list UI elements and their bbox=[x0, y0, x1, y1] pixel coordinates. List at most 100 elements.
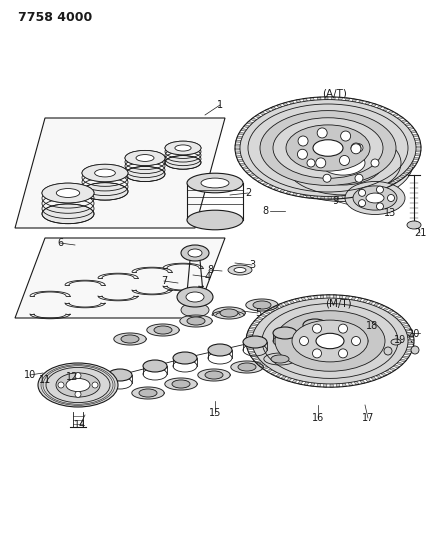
Ellipse shape bbox=[125, 150, 165, 166]
Polygon shape bbox=[238, 159, 243, 162]
Text: 2: 2 bbox=[245, 188, 251, 198]
Polygon shape bbox=[376, 375, 382, 378]
Polygon shape bbox=[330, 384, 333, 387]
Polygon shape bbox=[265, 109, 271, 112]
Text: (A/T): (A/T) bbox=[323, 88, 348, 98]
Polygon shape bbox=[292, 193, 297, 196]
Polygon shape bbox=[321, 196, 324, 199]
Polygon shape bbox=[231, 361, 263, 373]
Polygon shape bbox=[244, 125, 250, 128]
Polygon shape bbox=[317, 97, 321, 100]
Polygon shape bbox=[378, 305, 384, 309]
Circle shape bbox=[298, 136, 308, 146]
Polygon shape bbox=[235, 152, 241, 154]
Polygon shape bbox=[304, 382, 309, 385]
Polygon shape bbox=[373, 303, 379, 306]
Polygon shape bbox=[371, 103, 377, 107]
Polygon shape bbox=[363, 299, 368, 303]
Polygon shape bbox=[268, 308, 275, 312]
Circle shape bbox=[371, 159, 379, 167]
Ellipse shape bbox=[238, 363, 256, 371]
Polygon shape bbox=[246, 337, 252, 340]
Polygon shape bbox=[276, 104, 282, 108]
Ellipse shape bbox=[56, 189, 80, 197]
Polygon shape bbox=[236, 156, 242, 158]
Polygon shape bbox=[276, 374, 282, 377]
Ellipse shape bbox=[187, 173, 243, 193]
Ellipse shape bbox=[273, 125, 413, 201]
Text: 15: 15 bbox=[209, 408, 221, 418]
Polygon shape bbox=[388, 110, 394, 114]
Polygon shape bbox=[295, 298, 300, 302]
Polygon shape bbox=[310, 383, 315, 386]
Ellipse shape bbox=[154, 326, 172, 334]
Text: 4: 4 bbox=[205, 272, 211, 282]
Polygon shape bbox=[405, 328, 412, 331]
Polygon shape bbox=[279, 189, 285, 192]
Polygon shape bbox=[401, 119, 407, 123]
Polygon shape bbox=[249, 173, 255, 176]
Polygon shape bbox=[407, 336, 414, 337]
Polygon shape bbox=[352, 99, 357, 102]
Polygon shape bbox=[237, 136, 242, 139]
Polygon shape bbox=[248, 330, 254, 333]
Polygon shape bbox=[270, 372, 277, 375]
Polygon shape bbox=[396, 362, 403, 365]
Polygon shape bbox=[286, 191, 291, 195]
Polygon shape bbox=[250, 354, 257, 357]
Ellipse shape bbox=[121, 335, 139, 343]
Circle shape bbox=[317, 128, 327, 138]
Polygon shape bbox=[246, 299, 278, 311]
Polygon shape bbox=[357, 297, 362, 301]
Ellipse shape bbox=[42, 183, 94, 203]
Polygon shape bbox=[259, 364, 265, 367]
Ellipse shape bbox=[407, 221, 421, 229]
Text: 9: 9 bbox=[332, 196, 338, 206]
Polygon shape bbox=[299, 194, 304, 197]
Polygon shape bbox=[328, 196, 332, 199]
Polygon shape bbox=[342, 196, 346, 198]
Ellipse shape bbox=[173, 352, 197, 364]
Polygon shape bbox=[296, 99, 301, 102]
Circle shape bbox=[300, 336, 309, 345]
Text: 7: 7 bbox=[161, 276, 167, 286]
Polygon shape bbox=[416, 142, 421, 144]
Polygon shape bbox=[241, 128, 247, 131]
Polygon shape bbox=[380, 186, 386, 189]
Polygon shape bbox=[416, 150, 421, 152]
Circle shape bbox=[339, 349, 348, 358]
Polygon shape bbox=[413, 157, 419, 160]
Polygon shape bbox=[405, 123, 411, 126]
Ellipse shape bbox=[316, 333, 344, 349]
Polygon shape bbox=[306, 195, 311, 198]
Polygon shape bbox=[408, 126, 414, 130]
Polygon shape bbox=[307, 296, 312, 300]
Ellipse shape bbox=[186, 292, 204, 302]
Polygon shape bbox=[355, 193, 360, 197]
Polygon shape bbox=[393, 365, 400, 368]
Polygon shape bbox=[408, 343, 414, 345]
Circle shape bbox=[359, 189, 366, 196]
Circle shape bbox=[351, 336, 360, 345]
Ellipse shape bbox=[271, 355, 289, 363]
Polygon shape bbox=[380, 373, 387, 376]
Polygon shape bbox=[264, 353, 296, 365]
Polygon shape bbox=[257, 317, 264, 320]
Polygon shape bbox=[359, 100, 364, 103]
Polygon shape bbox=[255, 360, 262, 364]
Text: 6: 6 bbox=[57, 238, 63, 248]
Circle shape bbox=[351, 144, 361, 154]
Text: 3: 3 bbox=[249, 260, 255, 270]
Ellipse shape bbox=[273, 118, 383, 178]
Text: 18: 18 bbox=[366, 321, 378, 331]
Polygon shape bbox=[254, 320, 261, 323]
Polygon shape bbox=[310, 98, 314, 101]
Text: 5: 5 bbox=[255, 308, 261, 318]
Circle shape bbox=[384, 347, 392, 355]
Ellipse shape bbox=[275, 311, 385, 372]
Polygon shape bbox=[262, 182, 268, 185]
Text: 1: 1 bbox=[217, 100, 223, 110]
Ellipse shape bbox=[95, 169, 116, 177]
Polygon shape bbox=[327, 295, 330, 298]
Polygon shape bbox=[395, 178, 401, 181]
